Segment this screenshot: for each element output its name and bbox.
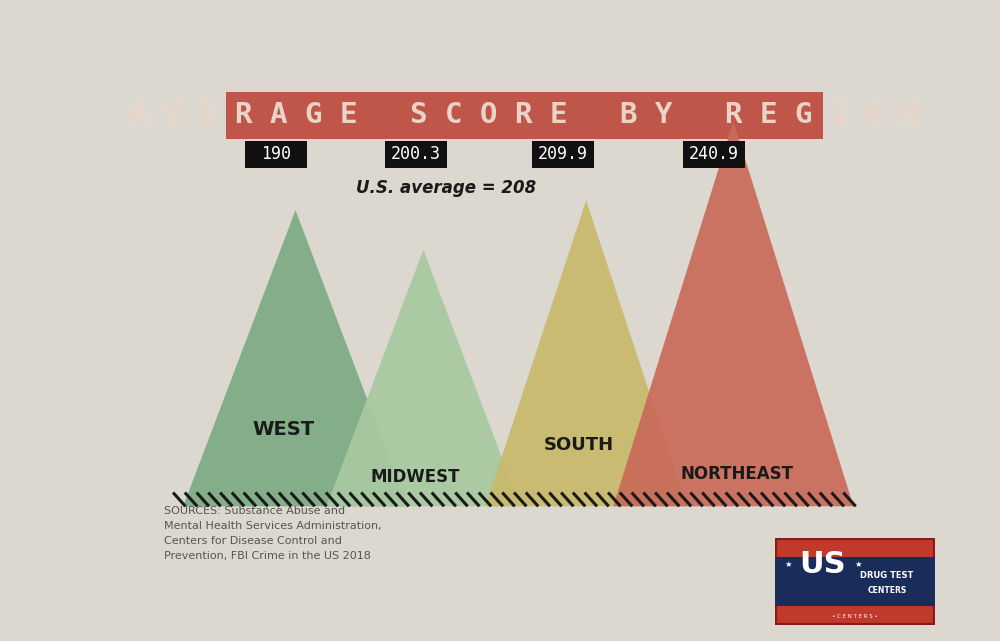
Polygon shape	[183, 210, 408, 506]
Text: SOUTH: SOUTH	[543, 436, 613, 454]
Text: WEST: WEST	[253, 420, 315, 439]
Bar	[683, 141, 745, 168]
Text: 209.9: 209.9	[538, 146, 588, 163]
Bar	[775, 558, 935, 606]
Polygon shape	[613, 121, 854, 506]
Text: • C E N T E R S •: • C E N T E R S •	[832, 614, 878, 619]
FancyBboxPatch shape	[226, 92, 822, 138]
Text: MIDWEST: MIDWEST	[371, 468, 460, 486]
Text: 240.9: 240.9	[689, 146, 739, 163]
Text: ★: ★	[854, 560, 862, 569]
Text: DRUG TEST: DRUG TEST	[860, 571, 914, 580]
FancyBboxPatch shape	[775, 538, 935, 625]
Text: CENTERS: CENTERS	[867, 586, 907, 595]
Text: NORTHEAST: NORTHEAST	[681, 465, 794, 483]
Polygon shape	[485, 200, 687, 506]
Text: SOURCES: Substance Abuse and
Mental Health Services Administration,
Centers for : SOURCES: Substance Abuse and Mental Heal…	[164, 506, 381, 561]
Bar	[532, 141, 594, 168]
Text: 190: 190	[261, 146, 291, 163]
Bar	[245, 141, 307, 168]
Text: A V E R A G E   S C O R E   B Y   R E G I O N: A V E R A G E S C O R E B Y R E G I O N	[130, 101, 918, 129]
Bar	[385, 141, 447, 168]
Text: US: US	[800, 550, 846, 579]
Text: 200.3: 200.3	[391, 146, 441, 163]
Text: ★: ★	[784, 560, 792, 569]
Polygon shape	[326, 249, 520, 506]
Text: U.S. average = 208: U.S. average = 208	[356, 179, 537, 197]
